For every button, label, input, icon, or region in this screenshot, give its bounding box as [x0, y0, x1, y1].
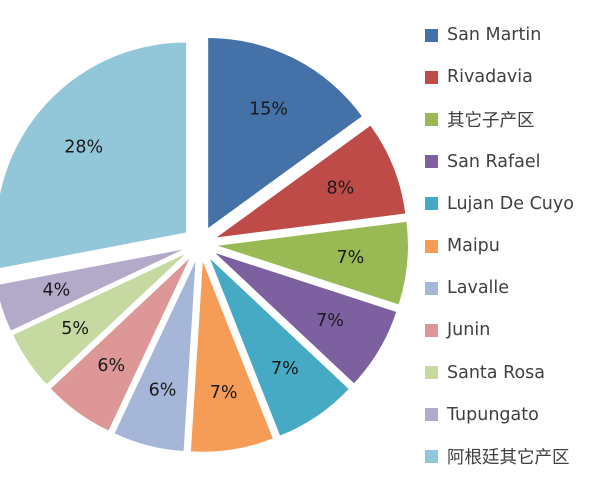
pie-slice-label-1: 8% — [327, 178, 355, 198]
legend-item-7: Junin — [425, 309, 594, 351]
pie-slice-10 — [0, 42, 187, 269]
legend-swatch-5 — [425, 239, 438, 253]
legend-item-3: San Rafael — [425, 141, 594, 183]
pie-slice-label-9: 4% — [43, 281, 71, 301]
pie-slices — [0, 37, 408, 452]
legend-item-6: Lavalle — [425, 267, 594, 309]
legend-label-0: San Martin — [447, 25, 542, 46]
pie-slice-label-6: 6% — [149, 380, 177, 400]
pie-slice-1 — [216, 125, 406, 238]
legend-item-4: Lujan De Cuyo — [425, 183, 594, 225]
pie-slice-label-5: 7% — [210, 383, 238, 403]
legend-label-1: Rivadavia — [447, 67, 533, 88]
pie-slice-label-0: 15% — [249, 99, 288, 119]
legend-label-5: Maipu — [447, 236, 500, 257]
pie-slice-label-4: 7% — [271, 359, 299, 379]
legend-item-1: Rivadavia — [425, 56, 594, 98]
legend-label-9: Tupungato — [447, 404, 539, 425]
legend-item-5: Maipu — [425, 225, 594, 267]
legend-label-3: San Rafael — [447, 151, 541, 172]
legend-swatch-9 — [425, 408, 438, 422]
legend: San Martin Rivadavia 其它子产区 San Rafael Lujan … — [425, 14, 594, 478]
pie-slice-3 — [215, 253, 397, 384]
legend-label-4: Lujan De Cuyo — [447, 193, 574, 214]
legend-swatch-0 — [425, 28, 438, 42]
legend-swatch-2 — [425, 112, 438, 126]
legend-swatch-7 — [425, 323, 438, 337]
pie-slice-4 — [210, 258, 349, 436]
pie-chart: 15% 8% 7% 7% 7% 7% 6% 6% 5% 4% 28% San Martin Rivad… — [0, 25, 574, 468]
legend-swatch-10 — [425, 450, 438, 464]
legend-label-6: Lavalle — [447, 278, 510, 299]
legend-swatch-3 — [425, 155, 438, 169]
pie-plot: 15% 8% 7% 7% 7% 7% 6% 6% 5% 4% 28% — [0, 37, 408, 452]
pie-slice-7 — [50, 258, 190, 431]
pie-slice-6 — [114, 261, 196, 452]
legend-swatch-4 — [425, 197, 438, 211]
legend-label-7: Junin — [447, 320, 491, 341]
pie-slice-label-8: 5% — [61, 319, 89, 339]
pie-slice-label-3: 7% — [316, 311, 344, 331]
legend-label-2: 其它子产区 — [447, 110, 535, 131]
legend-item-10: 阿根廷其它产区 — [425, 436, 594, 478]
pie-slice-9 — [0, 249, 183, 331]
pie-slice-label-10: 28% — [64, 138, 103, 158]
pie-slice-8 — [13, 254, 186, 385]
legend-item-0: San Martin — [425, 14, 594, 56]
pie-slice-0 — [208, 37, 362, 228]
pie-slice-labels: 15% 8% 7% 7% 7% 7% 6% 6% 5% 4% 28% — [43, 99, 365, 403]
legend-item-9: Tupungato — [425, 394, 594, 436]
pie-slice-label-7: 6% — [97, 356, 125, 376]
legend-item-8: Santa Rosa — [425, 352, 594, 394]
pie-slice-label-2: 7% — [336, 248, 364, 268]
pie-slice-2 — [217, 221, 408, 305]
legend-swatch-8 — [425, 366, 438, 380]
legend-swatch-1 — [425, 70, 438, 84]
legend-label-8: Santa Rosa — [447, 362, 545, 383]
pie-slice-5 — [190, 261, 273, 452]
legend-swatch-6 — [425, 281, 438, 295]
legend-item-2: 其它子产区 — [425, 98, 594, 140]
legend-label-10: 阿根廷其它产区 — [447, 448, 570, 469]
